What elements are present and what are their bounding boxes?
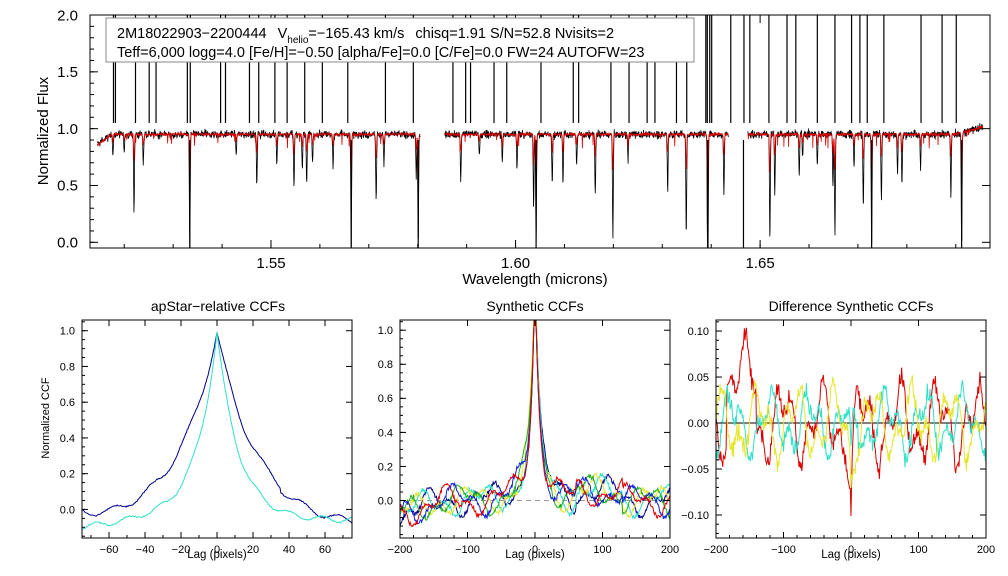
model-spectrum-line bbox=[96, 131, 421, 175]
difference-ccf-plot-area bbox=[715, 327, 987, 517]
synthetic-ccf-plot-area bbox=[399, 319, 671, 528]
x-tick-label: −20 bbox=[172, 544, 191, 556]
y-tick-label: 1.5 bbox=[57, 64, 78, 81]
x-tick-label: 20 bbox=[247, 544, 259, 556]
x-tick-label: 60 bbox=[319, 544, 331, 556]
apstar-ccf-ylabel: Normalized CCF bbox=[40, 377, 52, 459]
model-spectrum-line bbox=[747, 125, 984, 174]
x-tick-label: 100 bbox=[593, 544, 611, 556]
y-tick-label: 1.0 bbox=[57, 121, 78, 138]
y-tick-label: 0.00 bbox=[688, 418, 709, 430]
difference-ccf-line-yellow bbox=[715, 375, 987, 488]
spectrum-legend: 2M18022903−2200444 Vhelio=−165.43 km/s c… bbox=[105, 17, 695, 63]
apstar-ccf-title: apStar−relative CCFs bbox=[151, 298, 285, 314]
x-tick-label: 200 bbox=[661, 544, 679, 556]
legend-vhelio-subscript: helio bbox=[287, 35, 309, 46]
y-tick-label: 0.4 bbox=[378, 427, 393, 439]
x-tick-label: −100 bbox=[771, 544, 796, 556]
x-tick-label: 0 bbox=[848, 544, 854, 556]
x-tick-label: −60 bbox=[100, 544, 119, 556]
spectrum-panel: 1.55 1.60 1.65 0.0 0.5 1.0 1.5 2.0 Normalized F… bbox=[35, 7, 991, 288]
synthetic-ccf-xlabel: Lag (pixels) bbox=[505, 549, 565, 561]
x-tick-label: −100 bbox=[455, 544, 480, 556]
difference-ccf-title: Difference Synthetic CCFs bbox=[769, 298, 934, 314]
ccf-line-navy bbox=[81, 332, 353, 524]
y-tick-label: 0.8 bbox=[60, 361, 75, 373]
y-tick-label: 0.0 bbox=[57, 235, 78, 252]
spectrum-ylabel: Normalized Flux bbox=[35, 76, 52, 185]
x-tick-label: −200 bbox=[704, 544, 729, 556]
spectrum-axes-frame bbox=[89, 14, 991, 249]
x-tick-label: −40 bbox=[136, 544, 155, 556]
legend-vhelio-symbol: V bbox=[278, 26, 288, 42]
ccf-line-cyan bbox=[81, 331, 353, 530]
synthetic-ccf-panel: Synthetic CCFs −200 −100 0 100 200 0.0 0.2 0.4 0… bbox=[378, 298, 679, 561]
x-tick-label: −200 bbox=[388, 544, 413, 556]
difference-ccf-line-red bbox=[715, 327, 987, 517]
legend-line-1: 2M18022903−2200444 Vhelio=−165.43 km/s c… bbox=[117, 26, 614, 46]
legend-line-2: Teff=6,000 logg=4.0 [Fe/H]=−0.50 [alpha/… bbox=[117, 45, 644, 61]
x-tick-label: 200 bbox=[977, 544, 995, 556]
difference-ccf-xlabel: Lag (pixels) bbox=[821, 549, 881, 561]
y-tick-label: 0.0 bbox=[378, 495, 393, 507]
y-tick-label: −0.05 bbox=[681, 464, 709, 476]
synthetic-ccf-line-navy bbox=[399, 319, 671, 527]
x-tick-label: 1.60 bbox=[501, 255, 530, 272]
apstar-ccf-plot-area bbox=[81, 331, 353, 530]
y-tick-label: 1.0 bbox=[378, 325, 393, 337]
x-tick-label: 0 bbox=[532, 544, 538, 556]
legend-stats: chisq=1.91 S/N=52.8 Nvisits=2 bbox=[415, 26, 614, 42]
spectrum-ticks: 1.55 1.60 1.65 0.0 0.5 1.0 1.5 2.0 bbox=[57, 7, 990, 272]
apstar-ccf-ticks: −60 −40 −20 0 20 40 60 0.0 0.2 0.4 0.6 0.8 1.0 bbox=[60, 320, 352, 556]
y-tick-label: 0.4 bbox=[60, 433, 75, 445]
y-tick-label: 0.8 bbox=[378, 359, 393, 371]
x-tick-label: 100 bbox=[909, 544, 927, 556]
synthetic-ccf-ticks: −200 −100 0 100 200 0.0 0.2 0.4 0.6 0.8 1.0 bbox=[378, 320, 679, 556]
y-tick-label: 0.2 bbox=[60, 469, 75, 481]
x-tick-label: 1.55 bbox=[256, 255, 285, 272]
y-tick-label: 0.6 bbox=[60, 397, 75, 409]
y-tick-label: 0.6 bbox=[378, 393, 393, 405]
apstar-ccf-xlabel: Lag (pixels) bbox=[187, 549, 247, 561]
x-tick-label: 40 bbox=[283, 544, 295, 556]
x-tick-label: 0 bbox=[214, 544, 220, 556]
difference-ccf-ticks: −200 −100 0 100 200 −0.10 −0.05 0.00 0.05 0.10 bbox=[681, 320, 995, 556]
legend-object-id: 2M18022903−2200444 bbox=[117, 26, 267, 42]
x-tick-label: 1.65 bbox=[746, 255, 775, 272]
observed-spectrum-line bbox=[96, 128, 421, 248]
apstar-ccf-panel: apStar−relative CCFs −60 −40 −20 0 20 40 60 0.0… bbox=[40, 298, 353, 561]
observed-spectrum-line bbox=[747, 123, 984, 247]
y-tick-label: 0.10 bbox=[688, 326, 709, 338]
y-tick-label: 0.0 bbox=[60, 504, 75, 516]
y-tick-label: 0.5 bbox=[57, 178, 78, 195]
synthetic-ccf-line-yellow bbox=[399, 319, 671, 519]
spectrum-legend-box bbox=[105, 17, 695, 63]
model-spectrum-line bbox=[444, 131, 729, 215]
difference-ccf-panel: Difference Synthetic CCFs −200 −100 0 100 20… bbox=[681, 298, 995, 561]
y-tick-label: 0.05 bbox=[688, 372, 709, 384]
synthetic-ccf-title: Synthetic CCFs bbox=[486, 298, 583, 314]
y-tick-label: 1.0 bbox=[60, 326, 75, 338]
difference-ccf-line-cyan bbox=[715, 380, 987, 468]
y-tick-label: 2.0 bbox=[57, 7, 78, 24]
spectrum-xlabel: Wavelength (microns) bbox=[462, 271, 607, 288]
apstar-ccf-axes-frame bbox=[81, 319, 353, 539]
y-tick-label: 0.2 bbox=[378, 461, 393, 473]
legend-vhelio-value: =−165.43 km/s bbox=[308, 26, 404, 42]
y-tick-label: −0.10 bbox=[681, 510, 709, 522]
synthetic-ccf-line-red bbox=[399, 319, 671, 528]
